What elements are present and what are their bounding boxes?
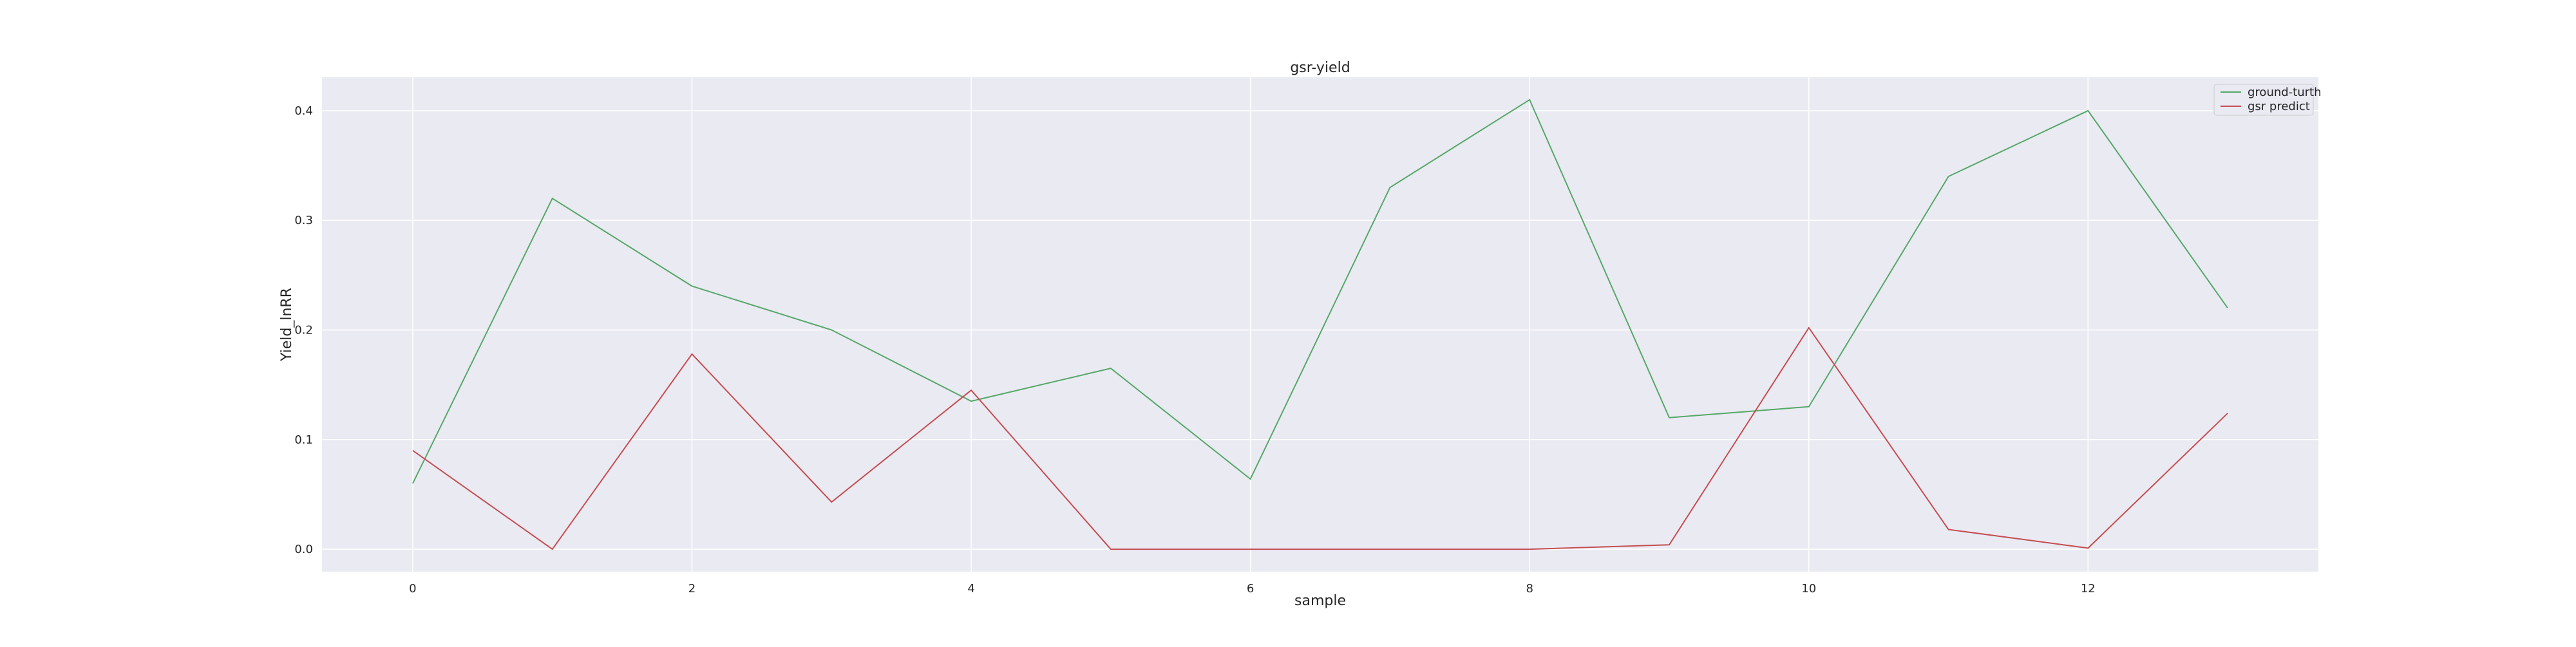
legend: ground-turth gsr predict bbox=[2213, 84, 2322, 116]
x-tick-label: 4 bbox=[967, 582, 974, 595]
y-tick-label: 0.4 bbox=[294, 104, 313, 118]
y-tick-label: 0.3 bbox=[294, 214, 313, 227]
chart-title: gsr-yield bbox=[1290, 60, 1350, 76]
grid-lines bbox=[322, 77, 2318, 572]
y-axis-label: Yield_lnRR bbox=[279, 288, 295, 362]
y-tick-label: 0.2 bbox=[294, 324, 313, 337]
tick-labels: 0 2 4 6 8 10 12 0.0 0.1 0.2 0.3 0.4 bbox=[294, 104, 2095, 595]
x-tick-label: 8 bbox=[1526, 582, 1533, 595]
y-tick-label: 0.1 bbox=[294, 433, 313, 447]
x-tick-label: 12 bbox=[2081, 582, 2096, 595]
x-tick-label: 10 bbox=[1801, 582, 1816, 595]
plot-background bbox=[322, 77, 2318, 572]
y-tick-label: 0.0 bbox=[294, 543, 313, 556]
series-lines bbox=[412, 98, 2228, 550]
x-tick-label: 0 bbox=[409, 582, 416, 595]
x-tick-label: 6 bbox=[1247, 582, 1254, 595]
legend-label-gsr-predict: gsr predict bbox=[2248, 100, 2310, 113]
series-line-gsr-predict bbox=[412, 326, 2228, 550]
legend-label-ground-turth: ground-turth bbox=[2248, 86, 2322, 99]
x-tick-label: 2 bbox=[688, 582, 696, 595]
series-line-ground-turth bbox=[412, 98, 2228, 484]
x-axis-label: sample bbox=[1294, 593, 1346, 609]
